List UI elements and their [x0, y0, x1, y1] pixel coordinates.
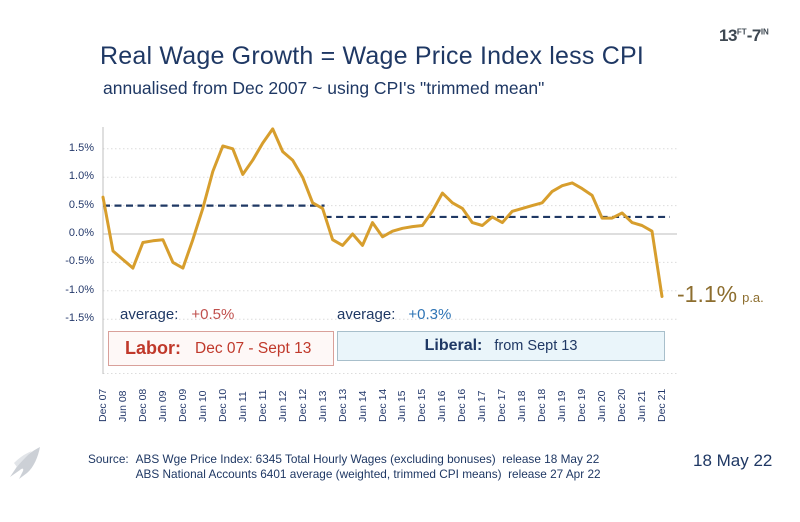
x-tick-label: Jun 13 — [316, 390, 329, 422]
y-tick-label: -1.0% — [65, 283, 94, 296]
x-tick-label: Dec 18 — [536, 388, 549, 422]
x-tick-label: Dec 20 — [616, 388, 629, 422]
source-lines: ABS Wge Price Index: 6345 Total Hourly W… — [136, 452, 601, 482]
x-tick-label: Dec 11 — [256, 389, 269, 423]
wage-growth-line — [101, 127, 664, 298]
slide-date: 18 May 22 — [693, 451, 773, 470]
liberal-average-label: average: — [337, 306, 396, 323]
x-tick-label: Jun 09 — [156, 390, 169, 422]
x-tick-label: Dec 09 — [176, 388, 189, 422]
x-tick-label: Jun 10 — [196, 390, 209, 422]
page-subtitle: annualised from Dec 2007 ~ using CPI's "… — [103, 78, 545, 98]
x-tick-label: Jun 18 — [516, 390, 529, 422]
brand-feet-unit: FT — [736, 27, 747, 37]
labor-average-value: +0.5% — [191, 306, 235, 323]
source-note: Source: ABS Wge Price Index: 6345 Total … — [88, 452, 601, 482]
y-tick-label: -1.5% — [65, 312, 94, 325]
x-tick-label: Jun 12 — [276, 390, 289, 422]
brand-inches: -7 — [746, 26, 762, 45]
x-tick-label: Dec 13 — [336, 388, 349, 422]
y-tick-label: 0.0% — [68, 227, 94, 239]
bird-icon — [10, 447, 40, 479]
y-tick-label: 1.0% — [68, 170, 94, 183]
x-tick-label: Jun 20 — [596, 390, 609, 422]
brand-feet: 13 — [719, 26, 737, 45]
labor-period-detail: Dec 07 - Sept 13 — [195, 339, 312, 357]
x-tick-label: Dec 16 — [456, 388, 469, 422]
x-tick-label: Jun 17 — [476, 390, 489, 422]
source-line-1: ABS Wge Price Index: 6345 Total Hourly W… — [135, 452, 600, 466]
liberal-period-detail: from Sept 13 — [494, 338, 578, 354]
x-tick-label: Jun 15 — [396, 390, 409, 422]
x-tick-label: Dec 07 — [97, 388, 109, 422]
x-tick-label: Dec 21 — [656, 388, 668, 422]
y-tick-label: -0.5% — [65, 255, 94, 268]
brand-logo-13ft7in: 13FT-7IN — [719, 26, 769, 46]
x-tick-label: Jun 21 — [636, 390, 649, 422]
labor-average-label: average: — [120, 306, 179, 323]
brand-inches-unit: IN — [760, 27, 769, 37]
x-tick-label: Dec 14 — [376, 388, 389, 422]
liberal-period-label: Liberal: — [424, 337, 483, 354]
y-tick-label: 0.5% — [68, 198, 94, 211]
y-tick-label: 1.5% — [68, 141, 94, 154]
labor-period-label: Labor: — [125, 338, 181, 358]
x-tick-label: Dec 10 — [216, 388, 229, 422]
source-label: Source: — [88, 452, 129, 466]
x-tick-label: Jun 08 — [116, 390, 129, 422]
x-tick-label: Jun 16 — [436, 390, 449, 422]
x-tick-label: Dec 12 — [296, 388, 309, 422]
liberal-average-note: average: +0.3% — [337, 306, 451, 323]
x-tick-label: Dec 19 — [576, 388, 589, 422]
bird-logo — [8, 445, 42, 488]
latest-value-unit: p.a. — [742, 290, 764, 305]
source-line-2: ABS National Accounts 6401 average (weig… — [135, 467, 601, 481]
x-tick-label: Jun 11 — [236, 391, 249, 422]
latest-value: -1.1% — [677, 281, 738, 307]
latest-value-annotation: -1.1% p.a. — [677, 281, 764, 308]
x-tick-label: Jun 19 — [556, 390, 569, 422]
liberal-period-box: Liberal: from Sept 13 — [337, 331, 665, 361]
x-tick-label: Dec 08 — [136, 388, 149, 422]
x-tick-label: Dec 17 — [496, 388, 509, 422]
labor-period-box: Labor: Dec 07 - Sept 13 — [108, 331, 334, 366]
page-title: Real Wage Growth = Wage Price Index less… — [100, 42, 644, 70]
labor-average-note: average: +0.5% — [120, 306, 234, 323]
x-tick-label: Jun 14 — [356, 390, 369, 422]
liberal-average-value: +0.3% — [408, 306, 452, 323]
x-tick-label: Dec 15 — [416, 388, 429, 422]
